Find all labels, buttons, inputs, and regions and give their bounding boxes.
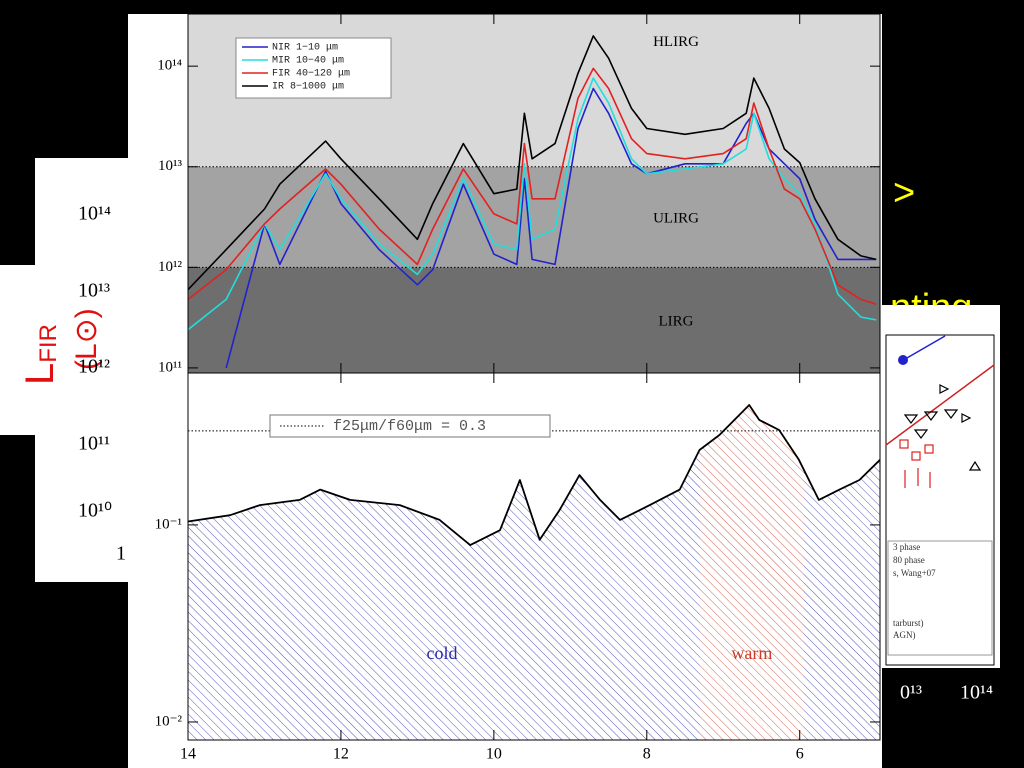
right-legend-text: AGN) — [893, 630, 916, 640]
left-axis-label: 10¹² — [78, 356, 110, 378]
legend-label: FIR 40−120 μm — [272, 69, 350, 80]
region-label: warm — [731, 643, 772, 663]
y-tick-label: 10⁻¹ — [155, 516, 182, 532]
legend-label: IR 8−1000 μm — [272, 82, 344, 93]
band-label: LIRG — [659, 314, 694, 330]
right-point — [898, 355, 908, 365]
band — [188, 166, 880, 268]
left-axis-label: 10¹⁴ — [78, 203, 111, 225]
right-legend-box — [887, 540, 993, 656]
right-legend-text: tarburst) — [893, 618, 924, 628]
series-line — [225, 87, 877, 369]
right-markers-red — [899, 439, 934, 488]
ylabel-sub: FIR — [35, 324, 62, 363]
left-axis-label: 10¹¹ — [78, 433, 110, 455]
legend-box — [235, 37, 392, 99]
y-tick-label: 10¹¹ — [158, 359, 182, 375]
main-chart: LIRG ULIRG HLIRG NIR 1−10 μm MIR 10−40 μm FIR… — [155, 13, 881, 763]
slide-text: > — [893, 172, 915, 214]
band-label: HLIRG — [653, 34, 699, 50]
series-line — [187, 404, 881, 546]
right-figure — [882, 305, 1000, 668]
right-markers — [903, 384, 982, 471]
legend-label: MIR 10−40 μm — [272, 56, 344, 67]
y-tick-label: 10⁻² — [155, 713, 183, 729]
x-tick-label: 10 — [486, 746, 502, 763]
y-tick-label: 10¹² — [158, 259, 182, 275]
plot-frame — [187, 372, 881, 741]
x-tick-label: 8 — [643, 746, 651, 763]
region-label: cold — [427, 643, 458, 663]
x-tick-label: 14 — [180, 746, 196, 763]
legend-label: NIR 1−10 μm — [272, 43, 338, 54]
x-tick-label: 12 — [333, 746, 349, 763]
left-axis-label: 10¹⁰ — [78, 500, 112, 522]
right-fit-line — [899, 335, 946, 363]
band — [188, 267, 880, 373]
series-line — [188, 67, 877, 305]
right-frame — [885, 334, 995, 666]
series-line — [188, 77, 877, 331]
x-tick-label: 6 — [796, 746, 804, 763]
left-axis-label: 1 — [116, 543, 126, 565]
right-fit-line — [885, 364, 995, 446]
series-line — [188, 35, 877, 291]
right-legend-text: 80 phase — [893, 555, 925, 565]
y-tick-label: 10¹⁴ — [157, 58, 182, 74]
warm-area — [700, 405, 804, 740]
ylabel-box — [0, 265, 62, 435]
right-axis-label: 0¹³ — [900, 682, 922, 704]
ylabel-main: L — [18, 363, 62, 385]
legend-box — [269, 414, 551, 438]
y-tick-label: 10¹³ — [158, 158, 182, 174]
band-label: ULIRG — [653, 210, 699, 226]
right-legend-text: s, Wang+07 — [893, 568, 936, 578]
right-legend-text: 3 phase — [893, 542, 920, 552]
ylabel: LFIR — [18, 324, 63, 385]
right-axis-label: 10¹⁴ — [960, 682, 993, 704]
ylabel-unit: (L⊙) — [70, 308, 103, 370]
legend-label: f25μm/f60μm = 0.3 — [333, 418, 486, 435]
left-axis-label: 10¹³ — [78, 280, 110, 302]
